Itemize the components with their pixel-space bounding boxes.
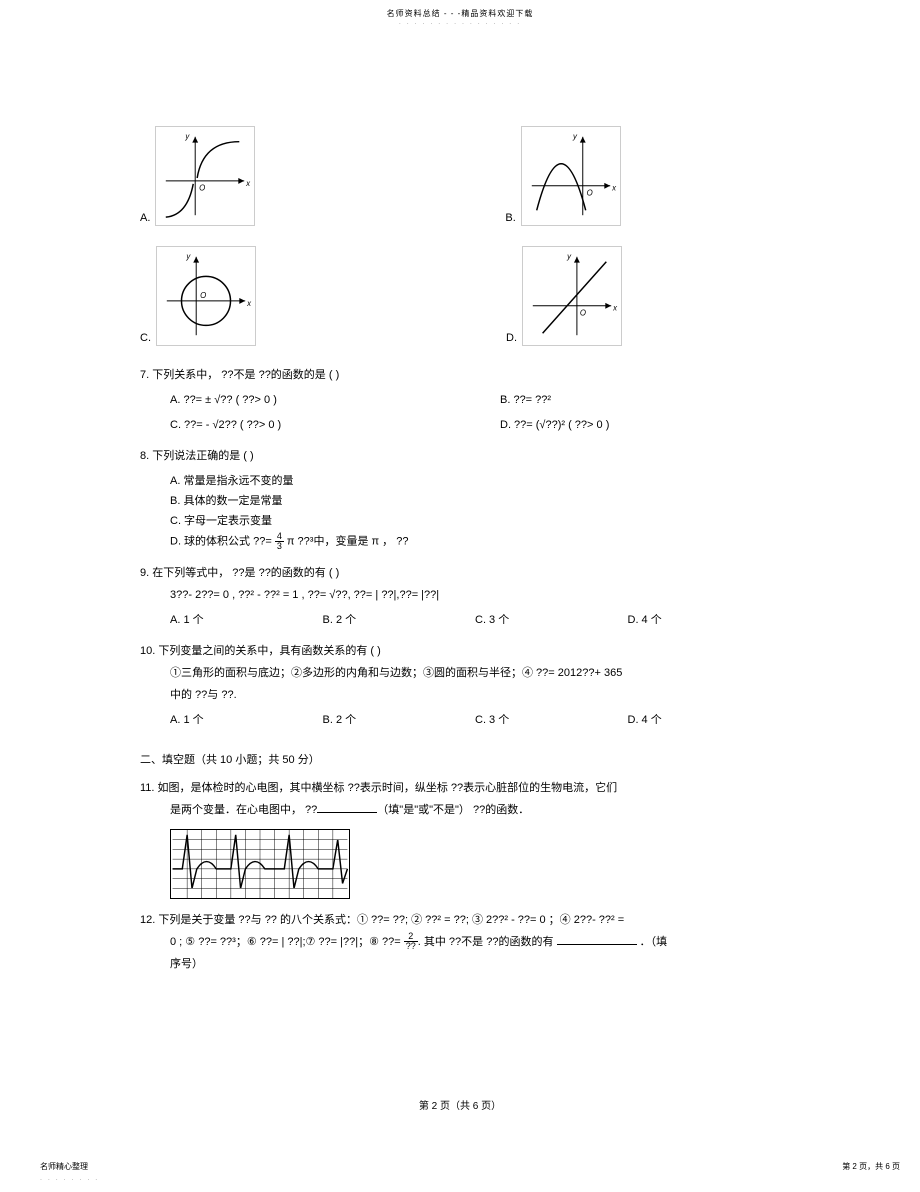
svg-text:x: x — [612, 304, 618, 313]
graph-option-d: D. x y O — [506, 246, 622, 346]
q8-opt-c: C. 字母一定表示变量 — [170, 512, 780, 532]
q11-text1: 11. 如图，是体检时的心电图，其中横坐标 ??表示时间，纵坐标 ??表示心脏部… — [140, 779, 780, 799]
graph-row-1: A. x y O B. — [140, 126, 780, 226]
bottom-left-text: 名师精心整理 — [40, 1161, 88, 1172]
svg-text:O: O — [200, 184, 206, 193]
bottom-left-dots: . . . . . . . . — [40, 1175, 99, 1182]
q7-opt-b: B. ??= ??² — [500, 391, 800, 411]
graph-d-box: x y O — [522, 246, 622, 346]
main-content: A. x y O B. — [40, 26, 880, 975]
q9-opt-c: C. 3 个 — [475, 611, 628, 631]
svg-text:x: x — [246, 299, 252, 308]
q9-opt-b: B. 2 个 — [323, 611, 476, 631]
bottom-right-text: 第 2 页，共 6 页 — [842, 1161, 900, 1172]
ecg-chart — [170, 829, 350, 899]
q12-text4: 序号） — [170, 953, 780, 975]
section-2-title: 二、填空题（共 10 小题；共 50 分） — [140, 751, 780, 767]
q8-opt-a: A. 常量是指永远不变的量 — [170, 472, 780, 492]
q11-text2: 是两个变量．在心电图中， ??（填"是"或"不是"） ??的函数． — [170, 799, 780, 821]
graph-label-c: C. — [140, 332, 151, 344]
graph-option-a: A. x y O — [140, 126, 255, 226]
graph-option-b: B. x y O — [505, 126, 620, 226]
svg-text:y: y — [185, 132, 191, 141]
graph-row-2: C. x y O D. — [140, 246, 780, 346]
q9-opt-a: A. 1 个 — [170, 611, 323, 631]
graph-a-box: x y O — [155, 126, 255, 226]
q10-opt-a: A. 1 个 — [170, 711, 323, 731]
question-11: 11. 如图，是体检时的心电图，其中横坐标 ??表示时间，纵坐标 ??表示心脏部… — [140, 779, 780, 899]
graph-label-d: D. — [506, 332, 517, 344]
q9-equations: 3??- 2??= 0 , ??² - ??² = 1 , ??= √??, ?… — [170, 584, 780, 606]
q12-text2: 0 ; ⑤ ??= ??³；⑥ ??= | ??|;⑦ ??= |??|；⑧ ?… — [170, 931, 780, 953]
question-12: 12. 下列是关于变量 ??与 ?? 的八个关系式：① ??= ??; ② ??… — [140, 911, 780, 975]
q9-text: 9. 在下列等式中， ??是 ??的函数的有 ( ) — [140, 564, 780, 584]
q10-desc2: 中的 ??与 ??. — [170, 684, 780, 706]
q7-text: 7. 下列关系中， ??不是 ??的函数的是 ( ) — [140, 366, 780, 386]
q11-blank — [317, 801, 377, 813]
q8-opt-d: D. 球的体积公式 ??= 43 π ??³中，变量是 π ， ?? — [170, 532, 780, 552]
question-7: 7. 下列关系中， ??不是 ??的函数的是 ( ) A. ??= ± √?? … — [140, 366, 780, 435]
svg-text:x: x — [611, 184, 617, 193]
q10-opt-d: D. 4 个 — [628, 711, 781, 731]
svg-text:O: O — [580, 309, 586, 318]
q10-opt-c: C. 3 个 — [475, 711, 628, 731]
q7-opt-a: A. ??= ± √?? ( ??> 0 ) — [170, 391, 500, 411]
q7-opt-c: C. ??= - √2?? ( ??> 0 ) — [170, 416, 500, 436]
svg-text:y: y — [572, 132, 578, 141]
svg-text:y: y — [185, 252, 191, 261]
q12-blank — [557, 933, 637, 945]
page-footer: 第 2 页（共 6 页） — [0, 1097, 920, 1112]
q8-text: 8. 下列说法正确的是 ( ) — [140, 447, 780, 467]
q10-desc1: ①三角形的面积与底边；②多边形的内角和与边数；③圆的面积与半径；④ ??= 20… — [170, 662, 780, 684]
svg-text:x: x — [246, 179, 252, 188]
q8-opt-b: B. 具体的数一定是常量 — [170, 492, 780, 512]
graph-c-box: x y O — [156, 246, 256, 346]
graph-label-b: B. — [505, 212, 515, 224]
q7-opt-d: D. ??= (√??)² ( ??> 0 ) — [500, 416, 609, 436]
q10-text: 10. 下列变量之间的关系中，具有函数关系的有 ( ) — [140, 642, 780, 662]
question-8: 8. 下列说法正确的是 ( ) A. 常量是指永远不变的量 B. 具体的数一定是… — [140, 447, 780, 551]
graph-b-box: x y O — [521, 126, 621, 226]
q12-text1: 12. 下列是关于变量 ??与 ?? 的八个关系式：① ??= ??; ② ??… — [140, 911, 780, 931]
graph-label-a: A. — [140, 212, 150, 224]
header-dots: . . . . . . . . . . . . . . . . — [40, 19, 880, 26]
header-title: 名师资料总结 - - -精品资料欢迎下载 — [40, 0, 880, 19]
graph-option-c: C. x y O — [140, 246, 256, 346]
question-10: 10. 下列变量之间的关系中，具有函数关系的有 ( ) ①三角形的面积与底边；②… — [140, 642, 780, 731]
svg-text:O: O — [200, 291, 206, 300]
svg-text:O: O — [586, 189, 592, 198]
question-9: 9. 在下列等式中， ??是 ??的函数的有 ( ) 3??- 2??= 0 ,… — [140, 564, 780, 631]
q10-opt-b: B. 2 个 — [323, 711, 476, 731]
q9-opt-d: D. 4 个 — [628, 611, 781, 631]
svg-text:y: y — [566, 252, 572, 261]
